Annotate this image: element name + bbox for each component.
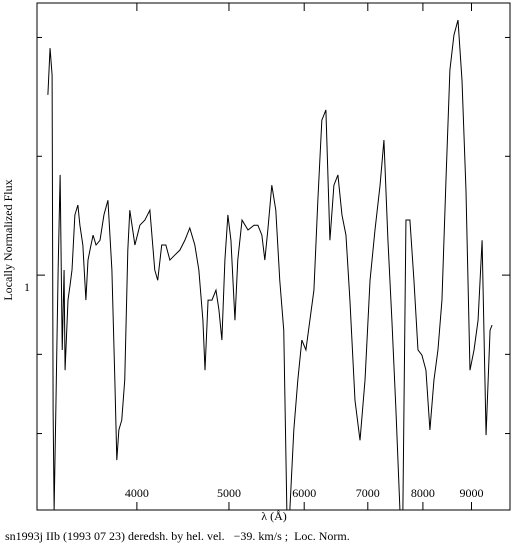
x-tick-label: 6000 [292,486,316,500]
x-tick-label: 4000 [125,486,149,500]
spectrum-line [47,19,493,510]
plot-frame [36,2,511,511]
y-tick-label: 1 [24,280,30,294]
x-tick-label: 8000 [411,486,435,500]
x-tick-label: 5000 [217,486,241,500]
x-tick-label: 9000 [460,486,484,500]
y-axis-label: Locally Normalized Flux [1,179,15,300]
x-axis-label: λ (Å) [261,509,286,523]
x-tick-label: 7000 [356,486,380,500]
caption: sn1993j IIb (1993 07 23) deredsh. by hel… [5,529,350,543]
